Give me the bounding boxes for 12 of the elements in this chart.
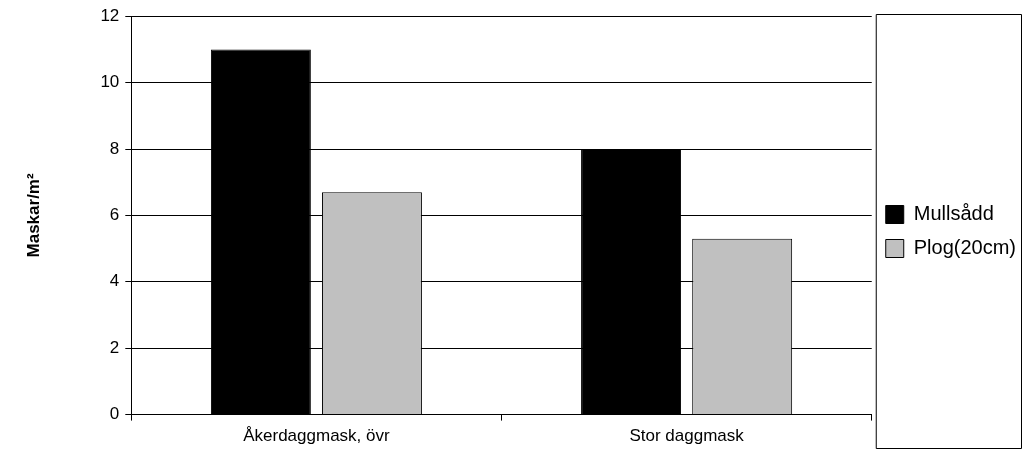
y-tick-label: 0 <box>109 404 120 424</box>
legend-label: Mullsådd <box>913 202 994 225</box>
y-tick-label: 2 <box>109 337 120 357</box>
y-tick-label: 10 <box>100 72 120 92</box>
legend-label: Plog(20cm) <box>913 236 1017 259</box>
y-tick-label: 12 <box>100 5 120 25</box>
y-axis-title: Maskar/m² <box>23 173 43 258</box>
y-tick-label: 6 <box>109 205 120 225</box>
x-tick-label: Stor daggmask <box>629 426 745 446</box>
y-tick-label: 8 <box>109 138 120 158</box>
x-tick-label: Åkerdaggmask, övr <box>243 426 390 446</box>
y-tick-label: 4 <box>109 271 120 291</box>
